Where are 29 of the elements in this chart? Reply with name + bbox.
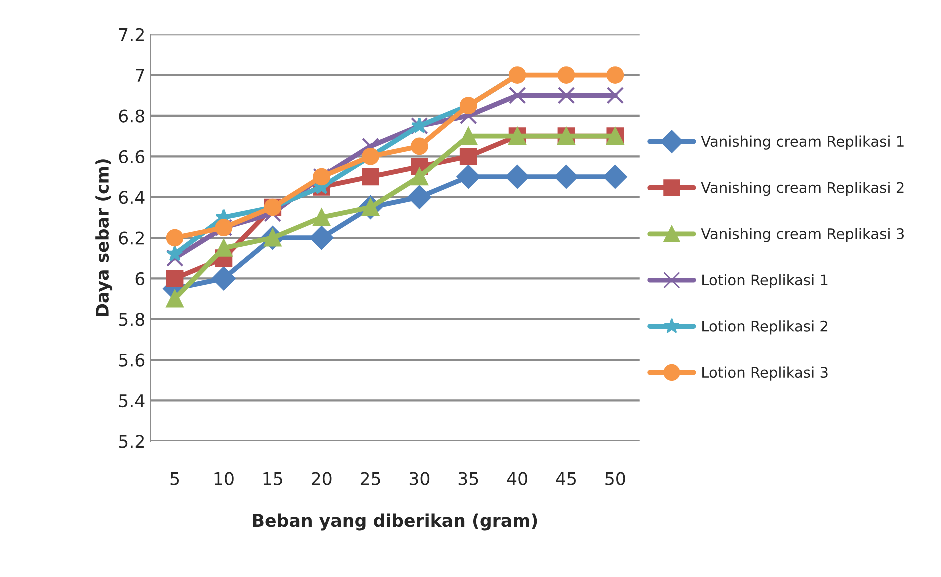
y-tick-label: 6.4 <box>119 191 145 204</box>
x-axis-title: Beban yang diberikan (gram) <box>253 514 538 531</box>
x-tick-label: 10 <box>214 472 234 486</box>
y-tick-label: 6.8 <box>119 110 145 123</box>
y-tick-label: 5.8 <box>119 313 145 326</box>
y-tick-label: 5.6 <box>119 354 145 367</box>
legend-label: Vanishing cream Replikasi 1 <box>701 136 904 150</box>
x-tick-label: 20 <box>312 472 332 486</box>
y-tick-label: 6.2 <box>119 232 144 245</box>
x-tick-label: 35 <box>458 472 478 486</box>
x-tick-label: 15 <box>264 472 282 486</box>
y-tick-label: 5.4 <box>119 394 145 408</box>
y-tick-label: 6.6 <box>119 150 145 164</box>
x-tick-label: 5 <box>170 472 180 486</box>
y-tick-label: 6 <box>136 272 145 286</box>
legend-label: Lotion Replikasi 2 <box>702 320 828 335</box>
y-axis-title: Daya sebar (cm) <box>96 160 113 316</box>
x-tick-label: 30 <box>410 472 430 486</box>
y-tick-label: 7 <box>136 69 144 82</box>
y-tick-label: 5.2 <box>119 435 144 448</box>
legend-label: Vanishing cream Replikasi 2 <box>701 182 904 196</box>
y-tick-label: 7.2 <box>120 28 144 42</box>
legend-label: Lotion Replikasi 3 <box>702 366 828 381</box>
x-tick-label: 45 <box>556 472 576 486</box>
x-tick-label: 50 <box>606 472 626 486</box>
legend-label: Lotion Replikasi 1 <box>702 274 828 289</box>
legend-label: Vanishing cream Replikasi 3 <box>701 228 904 242</box>
x-tick-label: 25 <box>360 472 380 486</box>
x-tick-label: 40 <box>507 472 528 486</box>
